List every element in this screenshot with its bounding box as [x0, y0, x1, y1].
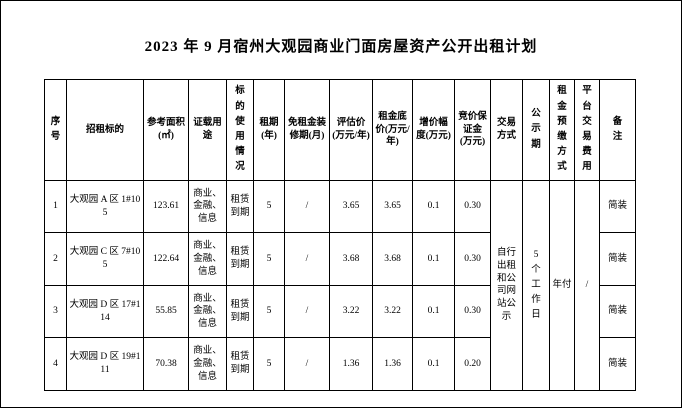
cell-cert-use: 商业、金融、信息 — [188, 179, 227, 234]
header-deposit: 竞价保证金(万元) — [454, 79, 491, 181]
cell-term: 5 — [253, 337, 285, 391]
cell-serial: 4 — [44, 337, 67, 391]
cell-target: 大观园 D 区 17#114 — [66, 284, 144, 339]
header-serial: 序号 — [44, 79, 67, 181]
cell-note: 简装 — [599, 284, 636, 339]
cell-term: 5 — [253, 179, 285, 234]
cell-rent-free: / — [284, 284, 330, 339]
cell-term: 5 — [253, 284, 285, 339]
header-term: 租期(年) — [253, 79, 285, 181]
cell-note: 简装 — [599, 179, 636, 234]
cell-target: 大观园 D 区 19#111 — [66, 337, 144, 391]
cell-increment: 0.1 — [412, 232, 455, 286]
cell-eval: 3.68 — [329, 232, 373, 286]
table-row-1: 1 大观园 A 区 1#105 123.61 商业、金融、信息 租赁到期 5 /… — [44, 179, 636, 392]
header-area: 参考面积(㎡) — [143, 79, 189, 181]
cell-target: 大观园 C 区 7#105 — [66, 232, 144, 286]
header-base-price: 租金底价(万元/年) — [372, 79, 413, 181]
cell-rent-free: / — [284, 337, 330, 391]
cell-increment: 0.1 — [412, 179, 455, 234]
header-trade-mode: 交易方式 — [490, 79, 523, 181]
cell-area: 55.85 — [143, 284, 189, 339]
cell-area: 122.64 — [143, 232, 189, 286]
header-note: 备注 — [599, 79, 636, 181]
cell-prepay-merged: 年付 — [549, 179, 575, 392]
cell-serial: 2 — [44, 232, 67, 286]
header-increment: 增价幅度(万元) — [412, 79, 455, 181]
cell-base: 3.68 — [372, 232, 413, 286]
cell-serial: 3 — [44, 284, 67, 339]
cell-serial: 1 — [44, 179, 67, 234]
header-usage-status: 标的使用情况 — [226, 79, 254, 181]
cell-cert-use: 商业、金融、信息 — [188, 337, 227, 391]
table-row-4: 4 大观园 D 区 19#111 70.38 商业、金融、信息 租赁到期 5 /… — [44, 337, 636, 391]
cell-increment: 0.1 — [412, 284, 455, 339]
cell-term: 5 — [253, 232, 285, 286]
header-cert-use: 证载用途 — [188, 79, 227, 181]
cell-platform-fee-merged: / — [574, 179, 600, 392]
cell-cert-use: 商业、金融、信息 — [188, 284, 227, 339]
cell-deposit: 0.30 — [454, 232, 491, 286]
cell-area: 123.61 — [143, 179, 189, 234]
header-rent-free: 免租金装修期(月) — [284, 79, 330, 181]
header-target: 招租标的 — [66, 79, 144, 181]
cell-eval: 3.22 — [329, 284, 373, 339]
cell-target: 大观园 A 区 1#105 — [66, 179, 144, 234]
cell-base: 3.22 — [372, 284, 413, 339]
cell-base: 1.36 — [372, 337, 413, 391]
cell-usage-status: 租赁到期 — [226, 284, 254, 339]
cell-deposit: 0.30 — [454, 284, 491, 339]
cell-note: 简装 — [599, 232, 636, 286]
cell-rent-free: / — [284, 232, 330, 286]
rental-plan-table: 序号 招租标的 参考面积(㎡) 证载用途 标的使用情况 租期(年) 免租金装修期… — [44, 79, 636, 392]
cell-deposit: 0.30 — [454, 179, 491, 234]
cell-base: 3.65 — [372, 179, 413, 234]
cell-publicity-merged: 5 个工作日 — [522, 179, 550, 392]
header-platform-fee: 平台交易费用 — [574, 79, 600, 181]
header-eval-price: 评估价 (万元/年) — [329, 79, 373, 181]
cell-trade-mode-merged: 自行出租和公司网站公示 — [490, 179, 523, 392]
cell-area: 70.38 — [143, 337, 189, 391]
cell-usage-status: 租赁到期 — [226, 232, 254, 286]
cell-eval: 3.65 — [329, 179, 373, 234]
header-publicity: 公示期 — [522, 79, 550, 181]
cell-usage-status: 租赁到期 — [226, 179, 254, 234]
page-title: 2023 年 9 月宿州大观园商业门面房屋资产公开出租计划 — [144, 39, 538, 55]
table-row-2: 2 大观园 C 区 7#105 122.64 商业、金融、信息 租赁到期 5 /… — [44, 232, 636, 286]
cell-deposit: 0.20 — [454, 337, 491, 391]
cell-usage-status: 租赁到期 — [226, 337, 254, 391]
cell-eval: 1.36 — [329, 337, 373, 391]
cell-cert-use: 商业、金融、信息 — [188, 232, 227, 286]
cell-note: 简装 — [599, 337, 636, 391]
cell-rent-free: / — [284, 179, 330, 234]
cell-increment: 0.1 — [412, 337, 455, 391]
header-prepay: 租金预缴方式 — [549, 79, 575, 181]
header-row: 序号 招租标的 参考面积(㎡) 证载用途 标的使用情况 租期(年) 免租金装修期… — [44, 79, 636, 181]
